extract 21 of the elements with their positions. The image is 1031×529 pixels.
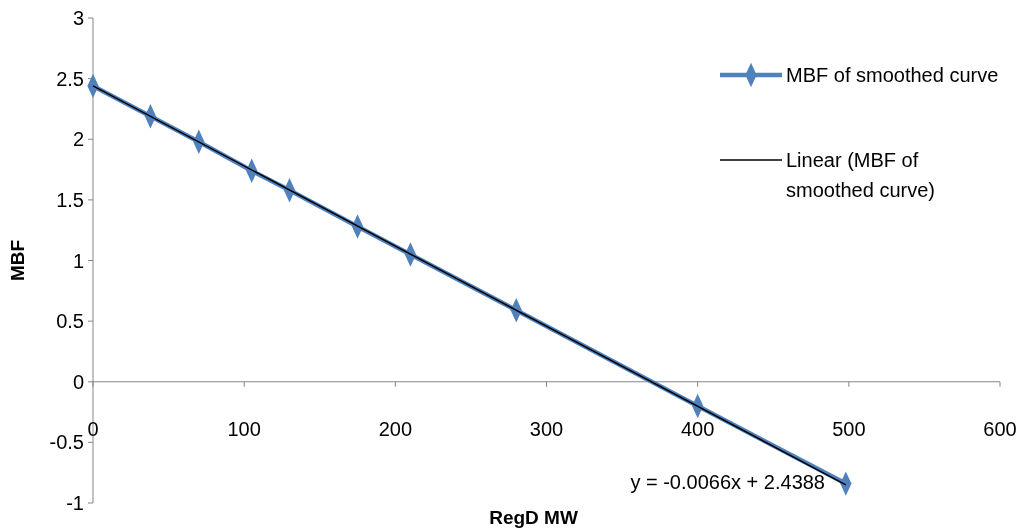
x-tick-label: 600 [983, 417, 1017, 440]
y-tick-label: -0.5 [49, 431, 84, 454]
y-tick-label: 2 [72, 128, 84, 151]
x-tick-label: 200 [378, 417, 413, 440]
y-axis-title: MBF [7, 239, 28, 282]
x-tick-label: 500 [832, 417, 866, 440]
x-tick-label: 400 [680, 417, 715, 440]
x-tick-label: 0 [87, 417, 99, 440]
y-tick-label: -1 [66, 492, 84, 514]
x-tick-label: 100 [227, 417, 261, 440]
y-tick-label: 1 [72, 249, 84, 272]
y-tick-label: 0 [72, 370, 84, 393]
x-tick-label: 300 [529, 417, 564, 440]
legend-label: Linear (MBF of smoothed curve) [786, 149, 935, 201]
x-axis-title: RegD MW [489, 507, 578, 528]
y-tick-label: 2.5 [56, 67, 84, 90]
annotation: y = -0.0066x + 2.4388 [630, 471, 825, 493]
y-tick-label: 1.5 [56, 188, 84, 211]
y-tick-label: 3 [72, 7, 84, 29]
y-tick-label: 0.5 [56, 310, 84, 333]
legend-label: MBF of smoothed curve [786, 64, 999, 86]
